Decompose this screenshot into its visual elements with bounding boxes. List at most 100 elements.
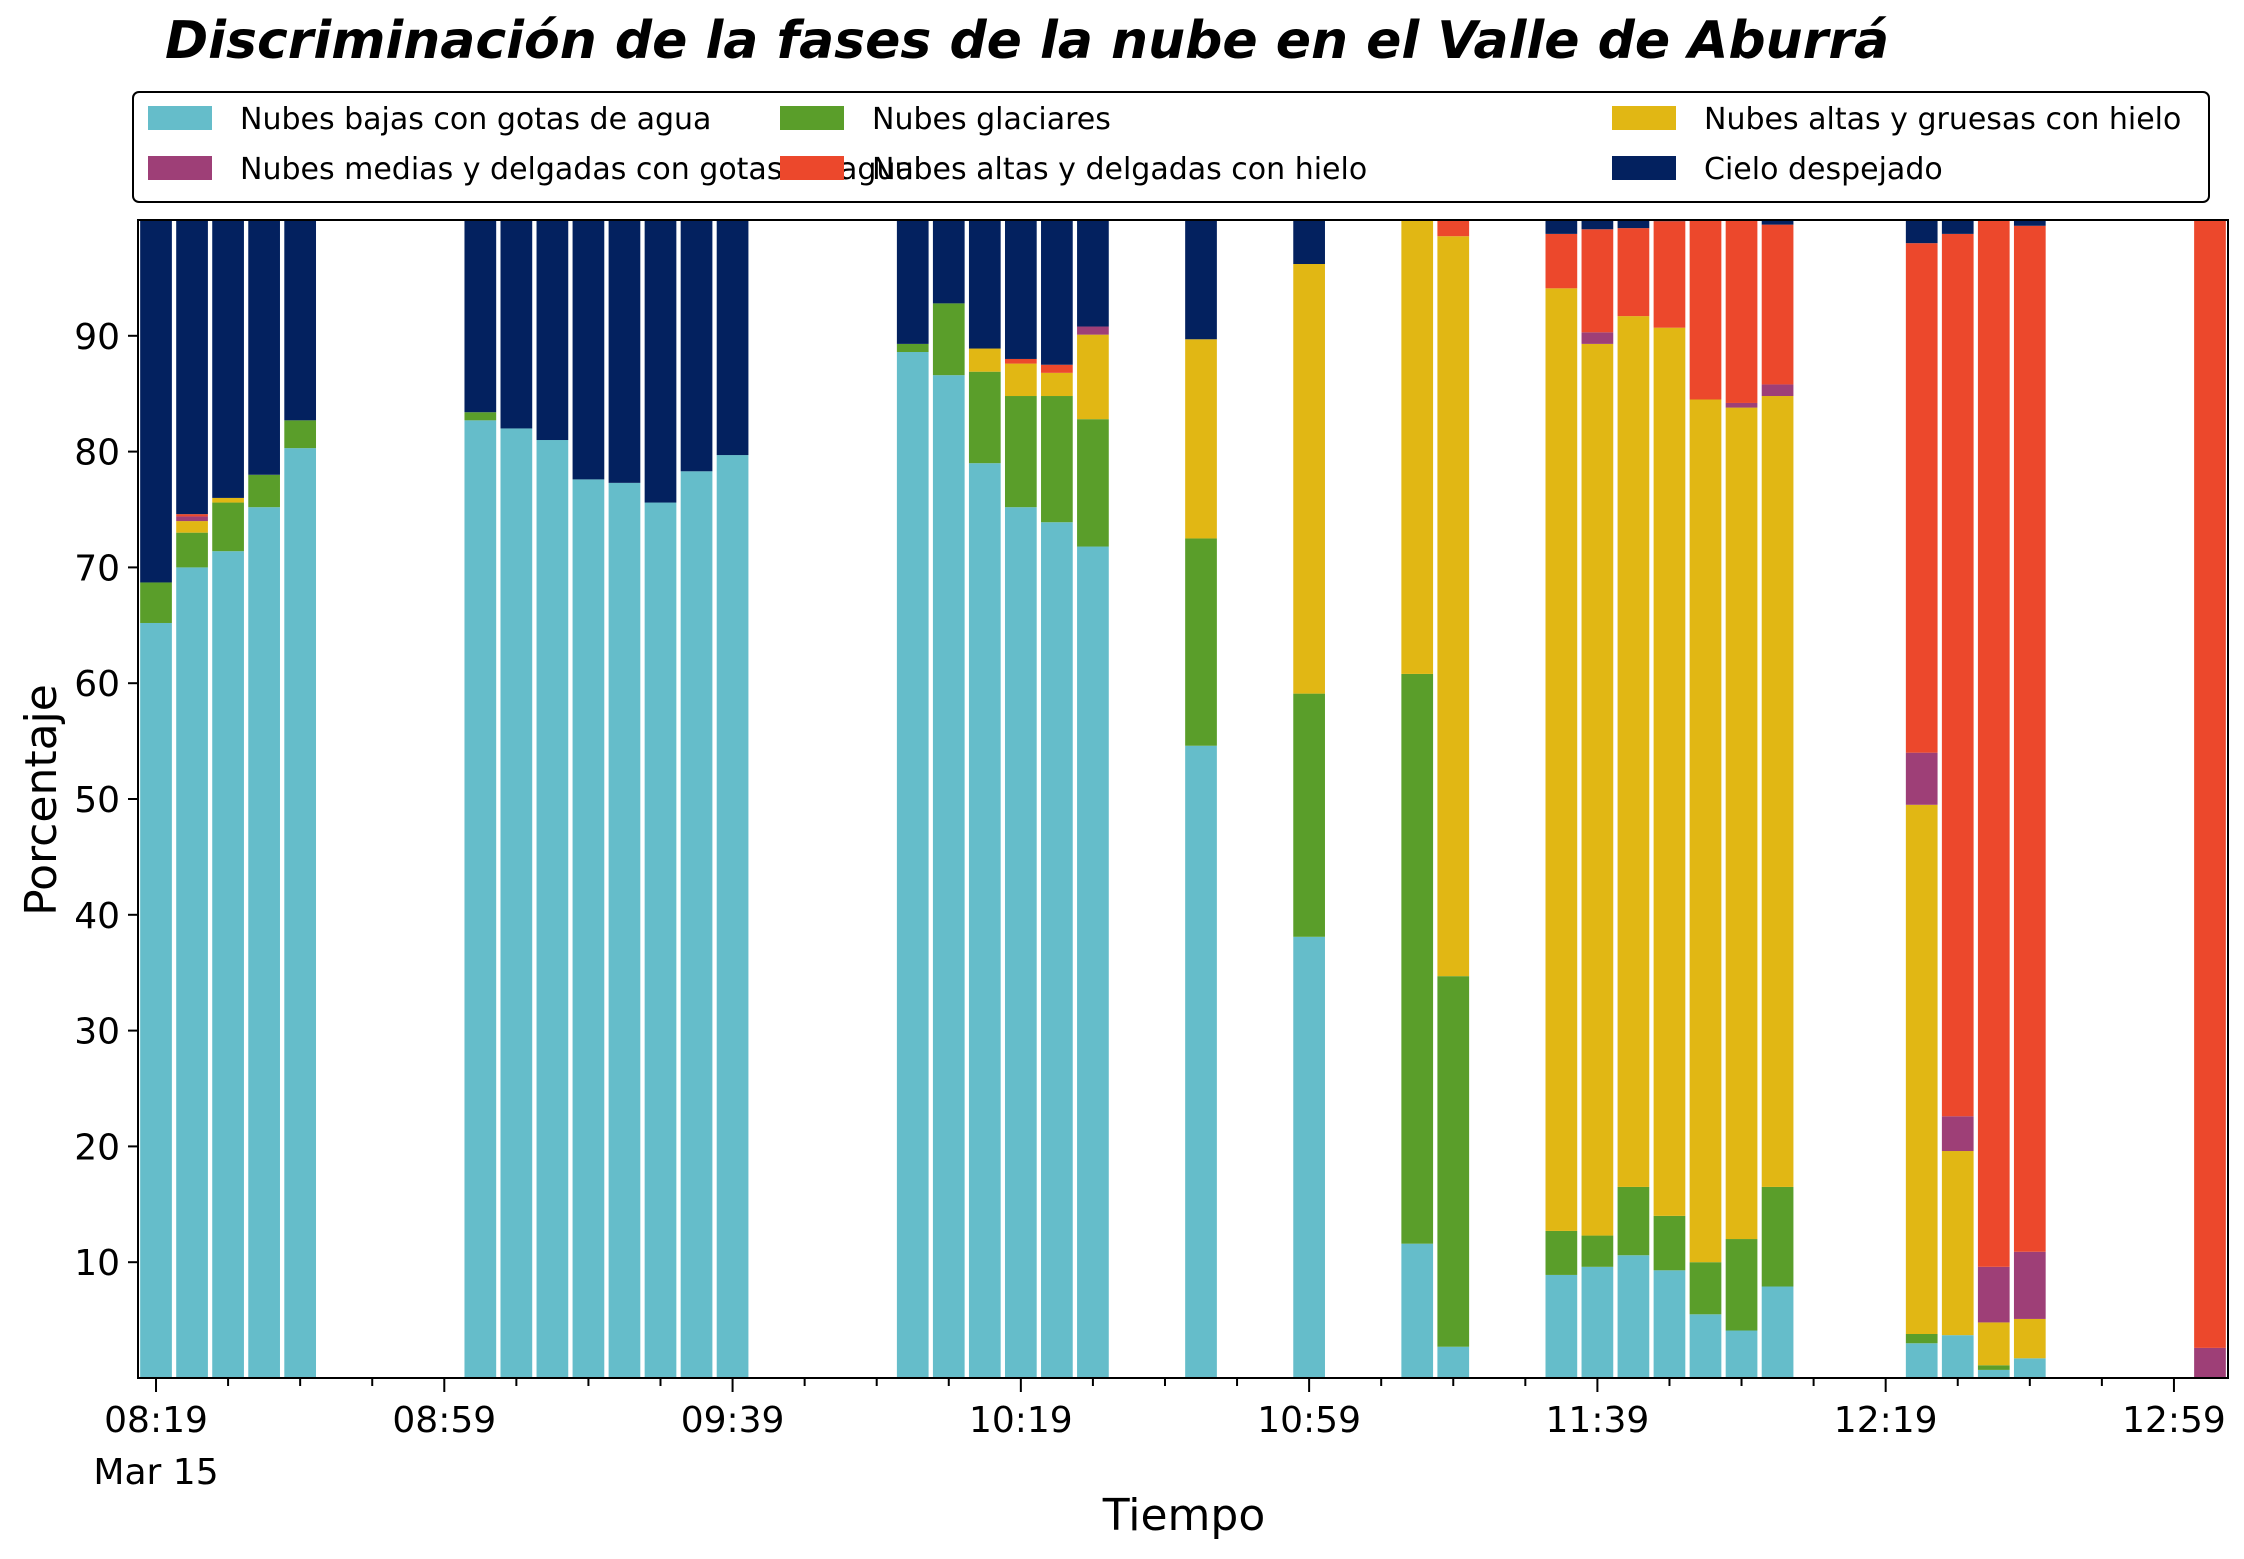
bar-0819-cielo-despejado [140,220,172,583]
bar-1224-nubes-altas-y-gruesas-con-hielo [1905,804,1938,1334]
bar-1004-cielo-despejado [896,220,929,344]
bar-1019-nubes-glaciares [1004,396,1037,508]
bar-0939-nubes-bajas-con-gotas-de-agua [716,455,749,1379]
bar-1144-nubes-altas-y-delgadas-con-hielo [1617,228,1650,317]
bar-1239-nubes-medias-y-delgadas-con-gotas-de-agua [2013,1251,2046,1319]
bar-0924-cielo-despejado [608,220,641,483]
y-tick-label-10: 10 [74,1243,120,1284]
bar-1059-nubes-altas-y-gruesas-con-hielo [1293,264,1325,694]
legend-swatch-nubes-bajas-con-gotas-de-agua [148,106,212,130]
plot-area [137,219,2229,1379]
bar-1139-nubes-glaciares [1581,1235,1614,1267]
bar-1224-nubes-altas-y-delgadas-con-hielo [1905,243,1938,753]
bar-0824-nubes-medias-y-delgadas-con-gotas-de-agua [176,516,208,522]
legend-swatch-nubes-altas-y-delgadas-con-hielo [780,156,844,180]
bar-1009-nubes-bajas-con-gotas-de-agua [932,375,965,1378]
bar-1019-nubes-altas-y-gruesas-con-hielo [1004,363,1037,397]
bar-1239-cielo-despejado [2013,220,2046,226]
bar-1014-cielo-despejado [968,220,1001,349]
x-tick-label-1019: 10:19 [969,1400,1073,1441]
bar-1009-nubes-glaciares [932,303,965,376]
bar-1234-nubes-medias-y-delgadas-con-gotas-de-agua [1977,1266,2010,1323]
x-tick-label-1139: 11:39 [1546,1400,1650,1441]
y-tick-label-50: 50 [74,780,120,821]
bar-1014-nubes-glaciares [968,371,1001,464]
bar-1059-nubes-bajas-con-gotas-de-agua [1293,936,1325,1378]
bar-0829-nubes-bajas-con-gotas-de-agua [212,551,244,1378]
bar-0929-cielo-despejado [644,220,677,503]
bar-1134-nubes-glaciares [1545,1230,1578,1275]
bar-1024-cielo-despejado [1041,220,1073,365]
bar-1239-nubes-altas-y-delgadas-con-hielo [2013,225,2046,1252]
bar-1044-nubes-altas-y-gruesas-con-hielo [1185,339,1217,539]
x-axis-label: Tiempo [1102,1490,1266,1541]
bar-0929-nubes-bajas-con-gotas-de-agua [644,502,677,1378]
bar-1119-nubes-glaciares [1437,976,1470,1347]
x-tick-label-0859: 08:59 [392,1400,496,1441]
bar-1144-nubes-glaciares [1617,1186,1650,1256]
bar-1014-nubes-altas-y-gruesas-con-hielo [968,348,1001,372]
bar-1234-nubes-bajas-con-gotas-de-agua [1977,1369,2010,1378]
bar-1139-cielo-despejado [1581,220,1614,230]
bar-1134-nubes-altas-y-delgadas-con-hielo [1545,233,1578,289]
bar-1239-nubes-altas-y-gruesas-con-hielo [2013,1318,2046,1359]
bar-1014-nubes-bajas-con-gotas-de-agua [968,463,1001,1378]
bar-1114-nubes-glaciares [1401,673,1434,1244]
bar-1059-nubes-glaciares [1293,693,1325,937]
bar-1139-nubes-bajas-con-gotas-de-agua [1581,1266,1614,1378]
bar-0839-nubes-bajas-con-gotas-de-agua [284,448,317,1379]
bar-1029-cielo-despejado [1077,220,1109,327]
legend-label-nubes-altas-y-gruesas-con-hielo: Nubes altas y gruesas con hielo [1704,102,2181,137]
bar-0909-nubes-bajas-con-gotas-de-agua [500,428,533,1378]
x-tick-label-0939: 09:39 [681,1400,785,1441]
bar-0934-cielo-despejado [680,220,713,472]
bar-1119-nubes-altas-y-delgadas-con-hielo [1437,220,1470,237]
bar-1154-nubes-altas-y-delgadas-con-hielo [1689,220,1722,400]
bar-1144-nubes-altas-y-gruesas-con-hielo [1617,316,1650,1187]
bar-1044-nubes-glaciares [1185,538,1217,746]
bar-1229-cielo-despejado [1941,220,1974,234]
bar-1139-nubes-medias-y-delgadas-con-gotas-de-agua [1581,332,1614,344]
y-tick-label-90: 90 [74,317,120,358]
bar-0819-nubes-glaciares [140,582,172,623]
bar-0834-cielo-despejado [248,220,280,475]
bar-0824-nubes-altas-y-delgadas-con-hielo [176,514,208,517]
bar-1134-nubes-bajas-con-gotas-de-agua [1545,1274,1578,1378]
bar-1159-nubes-bajas-con-gotas-de-agua [1725,1330,1758,1378]
bar-1009-cielo-despejado [932,220,965,304]
bar-1229-nubes-altas-y-gruesas-con-hielo [1941,1151,1974,1336]
bar-0904-nubes-bajas-con-gotas-de-agua [464,420,497,1379]
bar-1234-nubes-altas-y-gruesas-con-hielo [1977,1322,2010,1366]
bar-0829-nubes-altas-y-gruesas-con-hielo [212,497,244,503]
bar-1044-nubes-bajas-con-gotas-de-agua [1185,745,1217,1378]
bar-0819-nubes-bajas-con-gotas-de-agua [140,622,172,1378]
legend-swatch-cielo-despejado [1612,156,1676,180]
bar-1134-nubes-altas-y-gruesas-con-hielo [1545,288,1578,1231]
bar-1024-nubes-bajas-con-gotas-de-agua [1041,522,1073,1378]
bar-0829-cielo-despejado [212,220,244,498]
bar-1149-nubes-glaciares [1653,1215,1686,1271]
bar-1029-nubes-glaciares [1077,419,1109,547]
bar-1234-nubes-glaciares [1977,1365,2010,1370]
bar-1149-nubes-altas-y-delgadas-con-hielo [1653,221,1686,328]
bar-1234-nubes-altas-y-delgadas-con-hielo [1977,220,2010,1267]
bar-0904-cielo-despejado [464,220,497,413]
bar-1159-nubes-altas-y-delgadas-con-hielo [1725,220,1758,403]
bar-0824-nubes-bajas-con-gotas-de-agua [176,567,208,1378]
y-tick-label-70: 70 [74,548,120,589]
bar-1304-nubes-altas-y-delgadas-con-hielo [2194,220,2226,1348]
bar-0934-nubes-bajas-con-gotas-de-agua [680,471,713,1378]
bar-1204-nubes-altas-y-gruesas-con-hielo [1761,396,1794,1187]
bar-1204-nubes-medias-y-delgadas-con-gotas-de-agua [1761,384,1794,397]
bar-0824-nubes-glaciares [176,532,208,568]
bar-1139-nubes-altas-y-delgadas-con-hielo [1581,229,1614,333]
bar-1159-nubes-glaciares [1725,1239,1758,1331]
bar-0824-nubes-altas-y-gruesas-con-hielo [176,521,208,533]
bar-1224-nubes-glaciares [1905,1333,1938,1344]
y-tick-label-80: 80 [74,433,120,474]
bar-0914-cielo-despejado [536,220,569,441]
bar-1024-nubes-altas-y-gruesas-con-hielo [1041,372,1073,397]
bar-1229-nubes-bajas-con-gotas-de-agua [1941,1335,1974,1378]
bar-1044-cielo-despejado [1185,220,1217,340]
bar-1019-cielo-despejado [1004,220,1037,359]
